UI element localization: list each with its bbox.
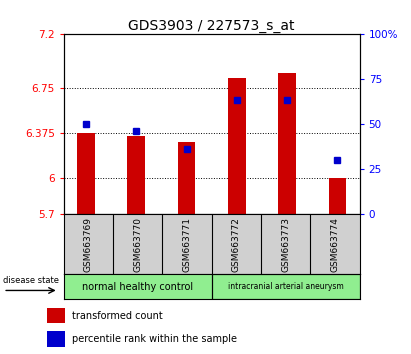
Bar (178, 142, 195, 214)
Text: GSM663774: GSM663774 (330, 217, 339, 272)
Title: GDS3903 / 227573_s_at: GDS3903 / 227573_s_at (128, 19, 295, 33)
Text: GSM663770: GSM663770 (133, 217, 142, 272)
Text: percentile rank within the sample: percentile rank within the sample (72, 334, 237, 344)
Text: intracranial arterial aneurysm: intracranial arterial aneurysm (228, 282, 344, 291)
Text: GSM663771: GSM663771 (182, 217, 192, 272)
Bar (278, 73, 296, 214)
Bar (46, 308, 65, 324)
Bar (228, 78, 246, 214)
Text: GSM663773: GSM663773 (281, 217, 290, 272)
Bar (212, 274, 360, 299)
Bar (77, 133, 95, 214)
Text: GSM663769: GSM663769 (84, 217, 93, 272)
Bar (328, 178, 346, 214)
Text: normal healthy control: normal healthy control (82, 282, 193, 292)
Text: transformed count: transformed count (72, 310, 163, 321)
Text: disease state: disease state (3, 276, 59, 285)
Bar (127, 136, 145, 214)
Bar (46, 331, 65, 347)
Text: GSM663772: GSM663772 (232, 217, 241, 272)
